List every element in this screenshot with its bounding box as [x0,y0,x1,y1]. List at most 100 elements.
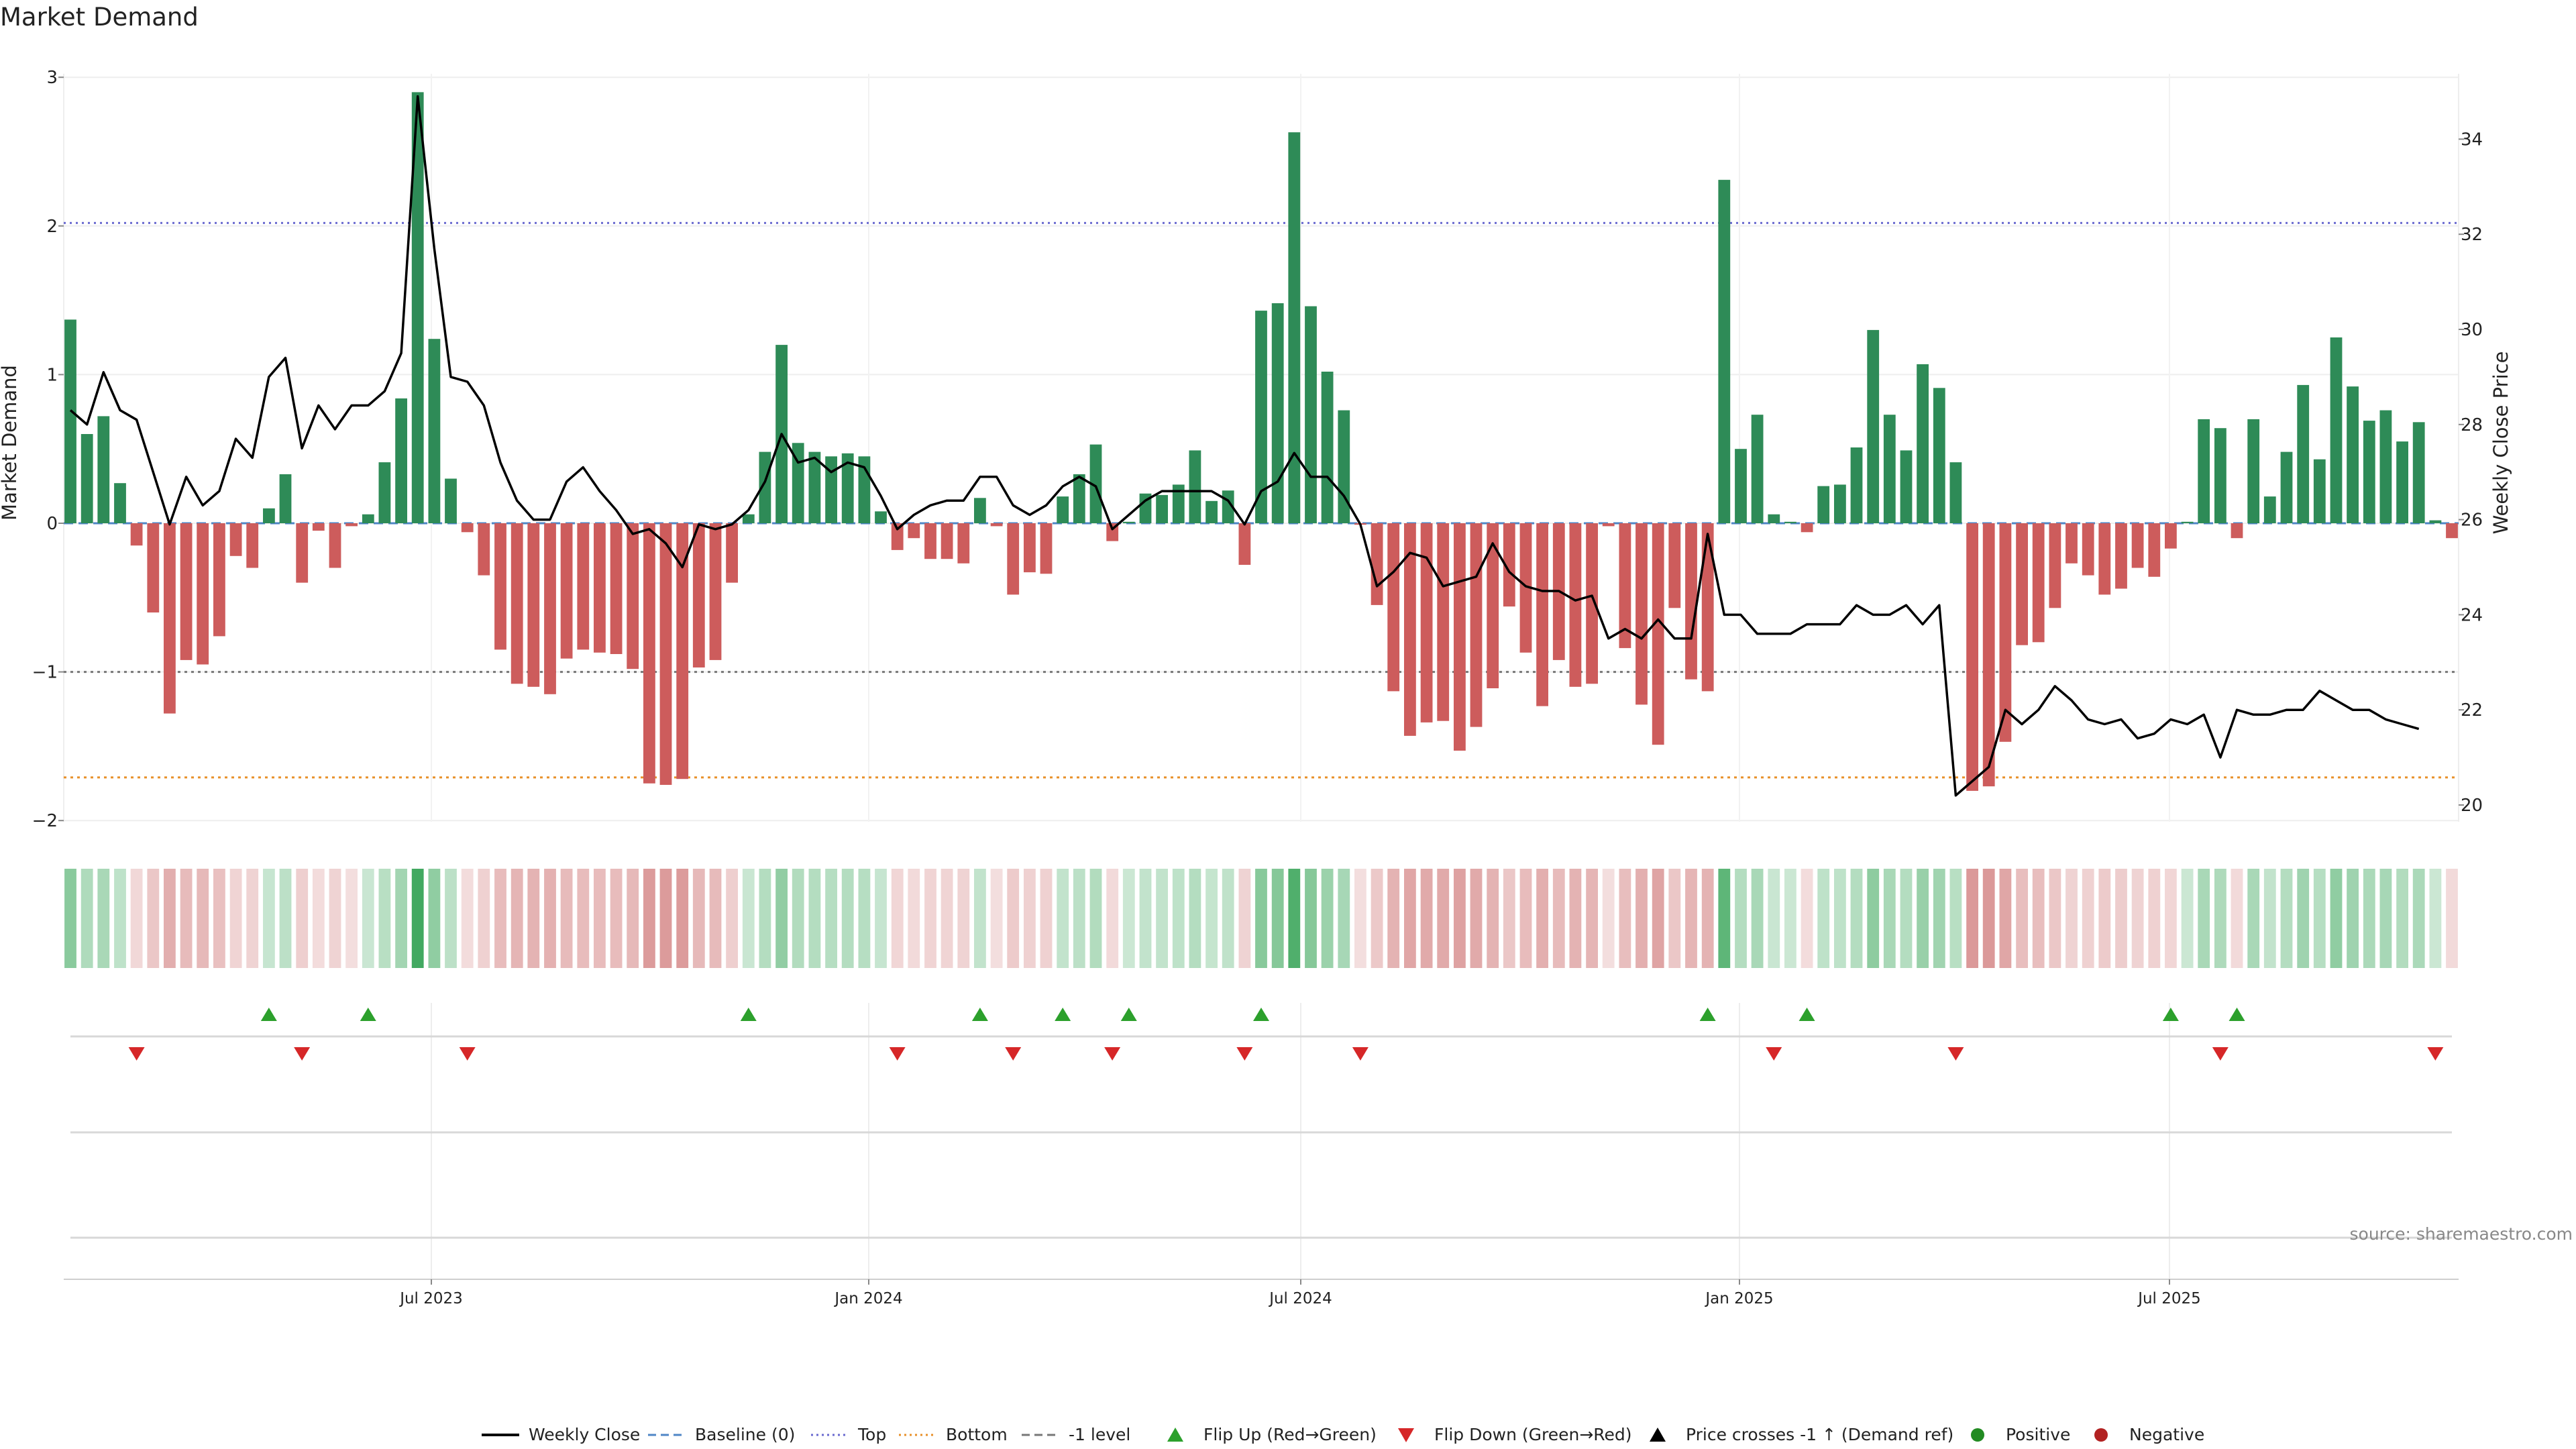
heat-cell [2247,869,2260,968]
heat-cell [130,869,143,968]
demand-bar [263,508,275,523]
demand-bar [924,523,936,559]
heat-cell [114,869,126,968]
demand-bar [2330,337,2343,523]
heat-cell [1817,869,1830,968]
demand-bar [676,523,689,780]
heat-cell [1586,869,1598,968]
demand-bar [279,474,292,523]
heat-cell [1371,869,1383,968]
x-tick-label: Jan 2025 [1704,1290,1773,1307]
heat-cell [2032,869,2045,968]
demand-bar [362,514,374,523]
demand-bar [2379,410,2392,523]
heat-cell [1768,869,1780,968]
demand-bar [2347,386,2359,523]
demand-heat-strip [64,869,2458,968]
heat-cell [1156,869,1168,968]
heat-cell [1288,869,1301,968]
heat-cell [1966,869,1978,968]
heat-cell [1437,869,1450,968]
demand-bar [2098,523,2111,595]
heat-cell [1834,869,1846,968]
heat-cell [692,869,705,968]
demand-bar [461,523,474,533]
heat-cell [1255,869,1267,968]
demand-bar [147,523,160,612]
demand-bar [2016,523,2028,645]
heat-cell [1685,869,1697,968]
heat-cell [2412,869,2425,968]
demand-bar [1784,521,1796,523]
demand-bar [1735,449,1747,523]
legend-label: Top [857,1425,886,1444]
flip-down-marker [2427,1047,2444,1061]
heat-cell [378,869,391,968]
heat-cell [2280,869,2293,968]
heat-cell [1172,869,1185,968]
left-tick-label: −2 [32,811,58,831]
heat-cell [544,869,556,968]
demand-bar [1519,523,1532,653]
demand-bar [213,523,225,637]
demand-bar [527,523,540,687]
heat-cell [1619,869,1631,968]
demand-bar [1933,388,1945,523]
demand-bar [180,523,193,660]
heat-cell [924,869,936,968]
heat-cell [709,869,722,968]
demand-bar [594,523,606,653]
flip-down-marker [1766,1047,1782,1061]
x-tick-label: Jul 2025 [2137,1290,2201,1307]
demand-bar [2231,523,2243,539]
heat-cell [659,869,672,968]
heat-cell [2115,869,2127,968]
demand-bar [1420,523,1433,722]
heat-cell [1189,869,1201,968]
left-tick-label: 3 [46,68,58,88]
legend-label: -1 level [1069,1425,1130,1444]
demand-bar [1817,486,1830,523]
demand-bar [345,523,358,527]
heat-cell [792,869,804,968]
demand-bar [2280,451,2293,523]
demand-bar [229,523,242,556]
demand-bar [494,523,506,650]
flip-up-marker [2229,1008,2245,1021]
demand-bar [1271,303,1284,523]
legend-swatch-circle [1971,1428,1984,1442]
demand-bar [1172,484,1185,523]
heat-cell [1850,869,1863,968]
heat-cell [610,869,623,968]
flip-down-marker [1236,1047,1253,1061]
heat-cell [478,869,490,968]
demand-bar [1867,329,1880,523]
heat-cell [1404,869,1416,968]
demand-bar [1007,523,1020,595]
demand-bar [2049,523,2061,608]
heat-cell [1900,869,1913,968]
flip-down-marker [889,1047,906,1061]
demand-bar [1718,180,1731,523]
heat-cell [1602,869,1615,968]
y-axis-label-right: Weekly Close Price [2489,352,2512,535]
flip-down-marker [2212,1047,2229,1061]
demand-bar [2131,523,2144,568]
demand-bar [1982,523,1995,787]
heat-cell [577,869,590,968]
heat-cell [461,869,474,968]
demand-bar [2214,428,2226,523]
demand-bar [296,523,309,583]
demand-bar [1569,523,1582,687]
heat-cell [1420,869,1433,968]
right-tick-label: 34 [2461,129,2483,150]
x-tick-label: Jul 2023 [398,1290,463,1307]
heat-cell [759,869,771,968]
demand-bar [2115,523,2127,589]
demand-bar [1040,523,1053,574]
heat-cell [1122,869,1135,968]
legend-label: Weekly Close [529,1425,640,1444]
demand-bar [1122,521,1135,523]
demand-bar [1089,444,1102,523]
